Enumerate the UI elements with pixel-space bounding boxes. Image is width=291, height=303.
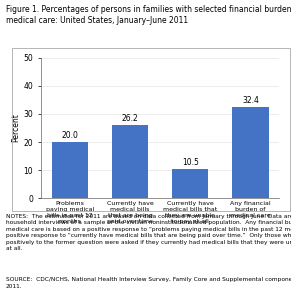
Bar	[112, 125, 148, 198]
Bar	[172, 169, 208, 198]
Text: 32.4: 32.4	[242, 96, 259, 105]
Y-axis label: Percent: Percent	[12, 114, 21, 142]
Text: 20.0: 20.0	[61, 132, 78, 140]
Bar	[232, 107, 269, 198]
Text: 10.5: 10.5	[182, 158, 199, 167]
Text: NOTES:  The estimates for 2011 are based on data collected from January through : NOTES: The estimates for 2011 are based …	[6, 214, 291, 251]
Text: Figure 1. Percentages of persons in families with selected financial burdens of
: Figure 1. Percentages of persons in fami…	[6, 5, 291, 25]
Text: SOURCE:  CDC/NCHS, National Health Interview Survey, Family Core and Supplementa: SOURCE: CDC/NCHS, National Health Interv…	[6, 277, 291, 289]
Bar	[52, 142, 88, 198]
Text: 26.2: 26.2	[122, 114, 138, 123]
